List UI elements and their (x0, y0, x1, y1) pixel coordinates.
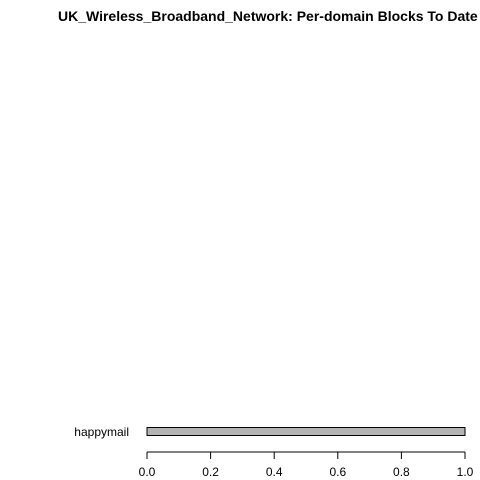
x-tick-label: 0.0 (139, 465, 156, 479)
x-tick-label: 1.0 (457, 465, 474, 479)
x-tick-label: 0.6 (329, 465, 346, 479)
category-labels-layer: happymail (74, 425, 129, 439)
bars-layer (146, 427, 466, 436)
x-tick-label: 0.2 (202, 465, 219, 479)
bar-happymail (146, 427, 466, 436)
x-tick-label: 0.4 (266, 465, 283, 479)
x-tick-label: 0.8 (393, 465, 410, 479)
x-axis: 0.0 0.2 0.4 0.6 0.8 1.0 (139, 451, 474, 479)
category-label: happymail (74, 425, 129, 439)
chart-title: UK_Wireless_Broadband_Network: Per-domai… (58, 8, 478, 24)
